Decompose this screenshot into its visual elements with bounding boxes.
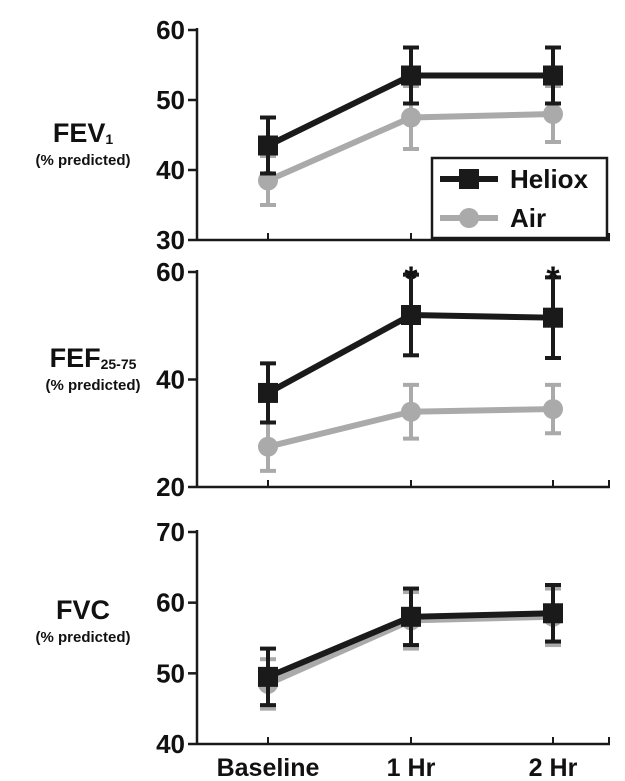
- y-tick-label: 40: [156, 365, 185, 395]
- y-tick-label: 40: [156, 155, 185, 185]
- legend-marker: [459, 169, 479, 189]
- data-point: [543, 104, 563, 124]
- y-tick-label: 40: [156, 729, 185, 759]
- data-point: [258, 135, 278, 156]
- y-tick-label: 60: [156, 15, 185, 45]
- data-point: [258, 382, 278, 403]
- data-point: [543, 307, 563, 328]
- legend-label: Air: [510, 203, 546, 233]
- data-point: [543, 399, 563, 420]
- legend-label: Heliox: [510, 164, 589, 194]
- data-point: [258, 666, 278, 687]
- legend: Heliox Air: [430, 156, 609, 240]
- y-tick-label: 60: [156, 588, 185, 618]
- data-point: [401, 65, 421, 86]
- y-tick-label: 50: [156, 658, 185, 688]
- legend-marker: [459, 208, 479, 228]
- x-tick-label: 2 Hr: [529, 754, 578, 781]
- data-point: [543, 603, 563, 624]
- data-point: [401, 305, 421, 325]
- data-point: [543, 65, 563, 86]
- data-point: [258, 436, 278, 457]
- y-tick-label: 60: [156, 257, 185, 287]
- panel-2-ylabel: FEF25-75 (% predicted): [45, 343, 141, 394]
- x-tick-label: 1 Hr: [387, 754, 436, 781]
- y-tick-label: 70: [156, 517, 185, 547]
- data-point: [401, 401, 421, 422]
- significance-asterisk: *: [404, 260, 418, 298]
- panel-3-ylabel: FVC (% predicted): [35, 595, 131, 646]
- data-point: [401, 107, 421, 128]
- panel-3: 40 50 60 70 Baseline 1 Hr 2 Hr: [156, 517, 610, 781]
- x-tick-label: Baseline: [217, 754, 320, 781]
- panel-2: 20 40 60 * *: [156, 257, 610, 502]
- data-point: [401, 606, 421, 627]
- panel-1-ylabel: FEV1 (% predicted): [35, 118, 131, 169]
- y-tick-label: 50: [156, 85, 185, 115]
- significance-asterisk: *: [546, 260, 560, 298]
- panel-1: 30 40 50 60 Heliox Air: [156, 15, 610, 255]
- y-tick-label: 20: [156, 472, 185, 502]
- y-tick-label: 30: [156, 225, 185, 255]
